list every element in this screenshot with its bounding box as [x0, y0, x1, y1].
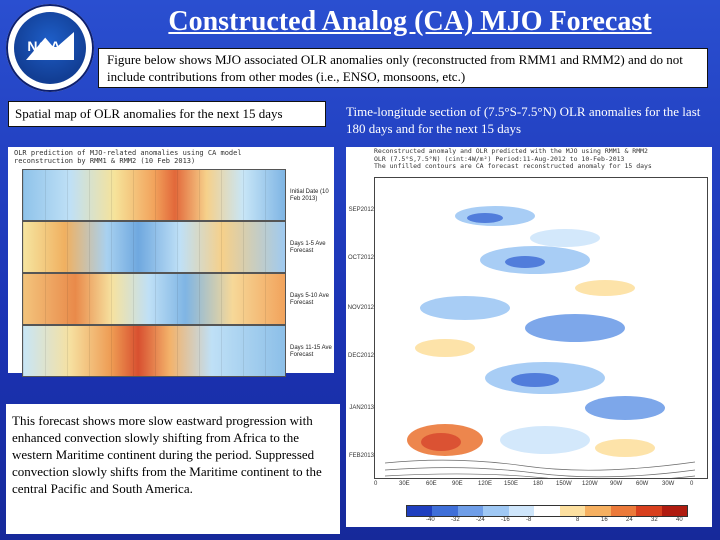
colorbar-swatch — [508, 506, 535, 516]
map-days-11-15 — [22, 325, 286, 377]
spatial-map-figure: OLR prediction of MJO-related anomalies … — [8, 147, 334, 377]
colorbar-label: -32 — [451, 517, 460, 523]
x-label: 0 — [690, 481, 694, 487]
hovmoller-header: Reconstructed anomaly and OLR predicted … — [374, 147, 652, 170]
colorbar-swatch — [432, 506, 458, 516]
colorbar-label: 16 — [601, 517, 608, 523]
colorbar-swatch — [610, 506, 637, 516]
x-label: 60E — [426, 481, 437, 487]
time-longitude-figure: Reconstructed anomaly and OLR predicted … — [346, 147, 712, 527]
x-label: 0 — [374, 481, 378, 487]
map-days-5-10 — [22, 273, 286, 325]
map-days-1-5-label: Days 1-5 Ave Forecast — [290, 241, 326, 254]
x-label: 90W — [610, 481, 623, 487]
x-label: 120E — [478, 481, 493, 487]
forecast-description: This forecast shows more slow eastward p… — [6, 404, 340, 534]
map-days-11-15-label: Days 11-15 Ave Forecast — [290, 345, 332, 358]
noaa-logo: NOAA — [6, 4, 94, 92]
colorbar-swatch — [559, 506, 586, 516]
logo-text: NOAA — [27, 38, 73, 54]
map-days-1-5 — [22, 221, 286, 273]
y-label-dec: DEC2012 — [347, 353, 374, 359]
colorbar-label: -24 — [476, 517, 485, 523]
hovmoller-plot — [374, 177, 708, 479]
colorbar-label: 40 — [676, 517, 683, 523]
x-label: 180 — [533, 481, 544, 487]
page-title: Constructed Analog (CA) MJO Forecast — [168, 6, 652, 37]
x-label: 150E — [504, 481, 519, 487]
x-label: 90E — [452, 481, 463, 487]
y-label-oct: OCT2012 — [347, 255, 374, 261]
x-label: 60W — [636, 481, 649, 487]
colorbar-label: -8 — [526, 517, 532, 523]
map-initial-label: Initial Date (10 Feb 2013) — [290, 189, 329, 202]
colorbar-label: 24 — [626, 517, 633, 523]
colorbar-label: -40 — [426, 517, 435, 523]
colorbar-swatch — [483, 506, 509, 516]
colorbar-swatch — [457, 506, 484, 516]
spatial-map-header: OLR prediction of MJO-related anomalies … — [14, 149, 242, 165]
y-label-nov: NOV2012 — [347, 305, 374, 311]
colorbar-swatch — [636, 506, 662, 516]
hovmoller-anomalies — [384, 206, 696, 478]
colorbar-label: 8 — [576, 517, 580, 523]
colorbar-swatch — [407, 506, 433, 516]
x-label: 120W — [582, 481, 598, 487]
spatial-map-label: Spatial map of OLR anomalies for the nex… — [8, 101, 326, 127]
x-label: 150W — [556, 481, 572, 487]
map-initial — [22, 169, 286, 221]
y-label-sep: SEP2012 — [348, 207, 374, 213]
y-label-jan: JAN2013 — [349, 405, 374, 411]
y-label-feb: FEB2013 — [348, 453, 374, 459]
time-longitude-label: Time-longitude section of (7.5°S-7.5°N) … — [346, 104, 701, 136]
colorbar-swatch — [585, 506, 611, 516]
colorbar-swatch — [534, 506, 560, 516]
map-days-5-10-label: Days 5-10 Ave Forecast — [290, 293, 329, 306]
colorbar-swatch — [661, 506, 687, 516]
x-label: 30W — [662, 481, 675, 487]
colorbar — [406, 505, 688, 517]
figure-note: Figure below shows MJO associated OLR an… — [98, 48, 708, 88]
colorbar-label: -16 — [501, 517, 510, 523]
colorbar-label: 32 — [651, 517, 658, 523]
x-label: 30E — [399, 481, 410, 487]
